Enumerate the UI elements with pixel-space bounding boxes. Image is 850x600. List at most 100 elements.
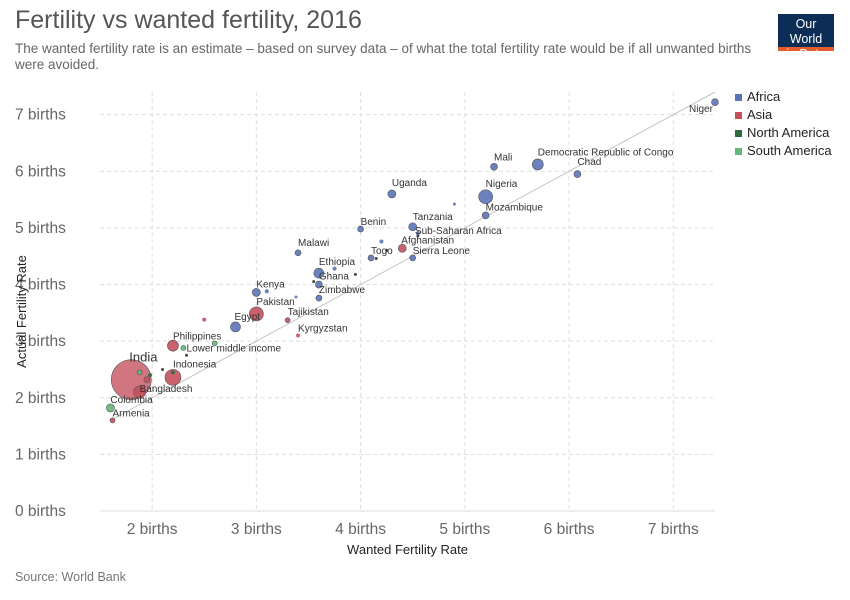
point-unlabeled[interactable]: [180, 345, 187, 351]
point-unlabeled[interactable]: [385, 249, 389, 253]
point-mali[interactable]: [490, 162, 498, 171]
point-unlabeled[interactable]: [415, 230, 420, 235]
point-label: Uganda: [392, 178, 427, 189]
y-axis-label: Actual Fertility Rate: [14, 255, 29, 368]
point-tajikistan[interactable]: [284, 317, 291, 323]
y-tick-label: 6 births: [15, 163, 66, 180]
legend-swatch: [735, 94, 742, 101]
point-label: Colombia: [110, 395, 153, 406]
point-togo[interactable]: [367, 254, 375, 262]
point-unlabeled[interactable]: [211, 340, 218, 347]
point-bangladesh[interactable]: [133, 385, 146, 399]
point-label: Sierra Leone: [413, 246, 471, 257]
y-tick-label: 4 births: [15, 277, 66, 294]
point-malawi[interactable]: [294, 249, 302, 257]
y-tick-label: 7 births: [15, 107, 66, 124]
y-tick-label: 0 births: [15, 503, 66, 520]
point-unlabeled[interactable]: [374, 256, 378, 260]
point-label: Mali: [494, 153, 512, 164]
point-label: Tajikistan: [288, 307, 329, 318]
legend-item-label[interactable]: Africa: [747, 89, 781, 104]
point-mozambique[interactable]: [481, 211, 490, 220]
point-colombia[interactable]: [106, 403, 115, 413]
x-tick-label: 3 births: [231, 521, 282, 538]
point-nigeria[interactable]: [478, 189, 493, 205]
point-unlabeled[interactable]: [170, 370, 175, 375]
point-label: Indonesia: [173, 359, 217, 370]
x-tick-label: 7 births: [648, 521, 699, 538]
point-unlabeled[interactable]: [294, 295, 298, 299]
point-egypt[interactable]: [230, 321, 241, 333]
owid-logo[interactable]: Our World in Data: [778, 14, 834, 61]
point-label: Bangladesh: [140, 384, 193, 395]
point-label: Egypt: [235, 312, 261, 323]
point-afghanistan[interactable]: [397, 243, 407, 253]
data-points: [106, 98, 719, 424]
point-sub-saharan-africa[interactable]: [416, 234, 420, 238]
legend-item-label[interactable]: Asia: [747, 107, 773, 122]
legend-swatch: [735, 112, 742, 119]
point-indonesia[interactable]: [164, 369, 182, 386]
point-label: Chad: [577, 157, 601, 168]
point-label: Mozambique: [486, 202, 544, 213]
point-label: Kenya: [256, 279, 285, 290]
point-label: Philippines: [173, 332, 221, 343]
point-unlabeled[interactable]: [452, 202, 456, 206]
chart-subtitle: The wanted fertility rate is an estimate…: [15, 41, 752, 72]
point-unlabeled[interactable]: [312, 280, 316, 284]
point-sierra-leone[interactable]: [409, 254, 417, 262]
point-unlabeled[interactable]: [332, 266, 337, 271]
point-label: Pakistan: [256, 297, 294, 308]
point-ethiopia[interactable]: [313, 267, 325, 279]
point-unlabeled[interactable]: [379, 239, 384, 244]
legend-item-label[interactable]: North America: [747, 125, 830, 140]
point-label: Nigeria: [486, 179, 518, 190]
point-lower-middle-income[interactable]: [185, 353, 189, 357]
x-axis-label: Wanted Fertility Rate: [347, 542, 468, 557]
point-tanzania[interactable]: [408, 222, 418, 232]
y-tick-label: 3 births: [15, 333, 66, 350]
point-unlabeled[interactable]: [161, 367, 165, 371]
point-label: Ghana: [319, 272, 349, 283]
point-ghana[interactable]: [315, 280, 323, 289]
point-democratic-republic-of-congo[interactable]: [531, 158, 544, 171]
y-axis-ticks: 0 births 1 births 2 births 3 births 4 births…: [15, 107, 66, 520]
y-tick-label: 1 births: [15, 446, 66, 463]
grid-lines: [100, 92, 715, 512]
point-label: Democratic Republic of Congo: [538, 147, 674, 158]
point-unlabeled[interactable]: [143, 376, 151, 383]
x-tick-label: 6 births: [544, 521, 595, 538]
point-unlabeled[interactable]: [202, 317, 207, 322]
point-uganda[interactable]: [387, 189, 397, 199]
chart-title: Fertility vs wanted fertility, 2016: [15, 6, 362, 34]
point-label: Zimbabwe: [319, 285, 366, 296]
legend-swatch: [735, 130, 742, 137]
point-label: Benin: [361, 217, 387, 228]
point-chad[interactable]: [573, 170, 582, 178]
point-unlabeled[interactable]: [264, 289, 269, 294]
point-benin[interactable]: [357, 225, 364, 233]
point-label: Sub-Saharan Africa: [415, 226, 502, 237]
point-label: India: [129, 350, 158, 365]
point-unlabeled[interactable]: [353, 272, 357, 276]
source-note: Source: World Bank: [15, 570, 126, 584]
x-axis-ticks: 2 births 3 births 4 births 5 births 6 births…: [127, 521, 699, 538]
logo-line-1: Our World: [789, 17, 823, 46]
y-tick-label: 2 births: [15, 390, 66, 407]
point-kyrgyzstan[interactable]: [296, 333, 301, 338]
legend: Africa Asia North America South America: [735, 89, 832, 158]
point-zimbabwe[interactable]: [315, 294, 323, 302]
point-unlabeled[interactable]: [136, 369, 143, 376]
point-pakistan[interactable]: [249, 306, 264, 322]
point-philippines[interactable]: [167, 339, 179, 352]
y-tick-label: 5 births: [15, 220, 66, 237]
point-kenya[interactable]: [252, 288, 261, 297]
point-niger[interactable]: [711, 98, 719, 106]
legend-swatch: [735, 148, 742, 155]
point-unlabeled[interactable]: [148, 373, 153, 378]
point-armenia[interactable]: [109, 417, 116, 424]
logo-line-2: in Data: [786, 47, 826, 61]
legend-item-label[interactable]: South America: [747, 143, 832, 158]
